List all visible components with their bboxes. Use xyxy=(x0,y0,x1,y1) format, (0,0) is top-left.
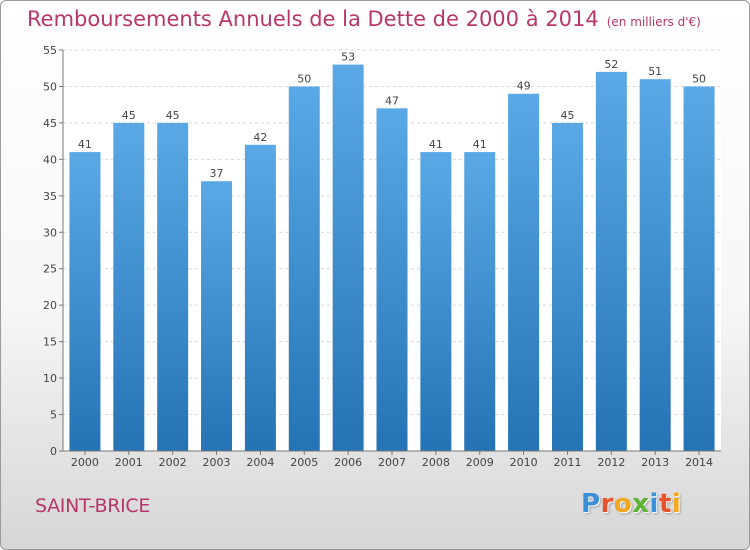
x-tick-label: 2008 xyxy=(422,456,450,469)
x-tick-label: 2003 xyxy=(203,456,231,469)
commune-name: SAINT-BRICE xyxy=(35,495,151,517)
x-tick-label: 2013 xyxy=(641,456,669,469)
bar-value-label: 52 xyxy=(604,58,618,71)
bar xyxy=(420,152,452,451)
bar xyxy=(595,71,627,451)
y-tick-label: 55 xyxy=(43,44,57,57)
bar xyxy=(508,93,540,451)
bar-value-label: 50 xyxy=(692,72,706,85)
bar xyxy=(244,144,276,452)
x-tick-label: 2009 xyxy=(466,456,494,469)
y-tick-label: 0 xyxy=(50,445,57,458)
bar xyxy=(683,86,715,452)
bar-value-label: 41 xyxy=(429,138,443,151)
chart-title: Remboursements Annuels de la Dette de 20… xyxy=(27,7,599,31)
logo-letter: r xyxy=(600,489,614,519)
bars-layer: 41 45 45 37 42 50 53 47 41 41 49 45 52 51 50 xyxy=(69,51,715,452)
y-tick-label: 45 xyxy=(43,117,57,130)
x-tick-label: 2002 xyxy=(159,456,187,469)
axis-layer: 0 5 10 15 20 25 30 35 40 45 50 55 2000 2001 2002 2003 20… xyxy=(43,44,721,469)
logo-letter: o xyxy=(613,489,633,519)
bar xyxy=(157,122,189,451)
y-tick-label: 35 xyxy=(43,190,57,203)
y-tick-label: 15 xyxy=(43,336,57,349)
x-tick-label: 2005 xyxy=(290,456,318,469)
bar-value-label: 47 xyxy=(385,94,399,107)
y-tick-label: 50 xyxy=(43,80,57,93)
bar-value-label: 41 xyxy=(78,138,92,151)
x-tick-label: 2006 xyxy=(334,456,362,469)
bar-value-label: 42 xyxy=(253,131,267,144)
y-tick-label: 40 xyxy=(43,153,57,166)
bar-value-label: 50 xyxy=(297,72,311,85)
x-tick-label: 2007 xyxy=(378,456,406,469)
y-tick-label: 25 xyxy=(43,263,57,276)
bar xyxy=(464,152,496,451)
bar-value-label: 45 xyxy=(560,109,574,122)
proxiti-logo: Proxiti xyxy=(581,489,681,519)
bar xyxy=(639,79,671,451)
bar xyxy=(288,86,320,452)
y-tick-label: 20 xyxy=(43,299,57,312)
bar xyxy=(113,122,145,451)
bar-value-label: 37 xyxy=(210,167,224,180)
x-tick-label: 2004 xyxy=(246,456,274,469)
chart-subtitle: (en milliers d'€) xyxy=(606,15,701,29)
bar xyxy=(201,181,233,451)
bar-value-label: 45 xyxy=(122,109,136,122)
logo-letter: i xyxy=(671,489,682,519)
bar-value-label: 45 xyxy=(166,109,180,122)
logo-letter: x xyxy=(632,489,650,519)
y-tick-label: 10 xyxy=(43,372,57,385)
x-tick-label: 2012 xyxy=(597,456,625,469)
bar-value-label: 53 xyxy=(341,51,355,64)
bar-value-label: 41 xyxy=(473,138,487,151)
bar xyxy=(376,108,408,451)
x-tick-label: 2011 xyxy=(553,456,581,469)
bar-value-label: 49 xyxy=(517,80,531,93)
logo-letter: i xyxy=(649,489,659,519)
bar xyxy=(332,64,364,451)
x-tick-label: 2014 xyxy=(685,456,713,469)
title-row: Remboursements Annuels de la Dette de 20… xyxy=(27,7,701,31)
x-tick-label: 2010 xyxy=(510,456,538,469)
logo-letter: t xyxy=(658,489,672,519)
bar xyxy=(551,122,583,451)
bar xyxy=(69,152,101,451)
y-tick-label: 30 xyxy=(43,226,57,239)
y-tick-label: 5 xyxy=(50,409,57,422)
x-tick-label: 2001 xyxy=(115,456,143,469)
bar-value-label: 51 xyxy=(648,65,662,78)
x-tick-label: 2000 xyxy=(71,456,99,469)
logo-letter: P xyxy=(581,489,601,519)
